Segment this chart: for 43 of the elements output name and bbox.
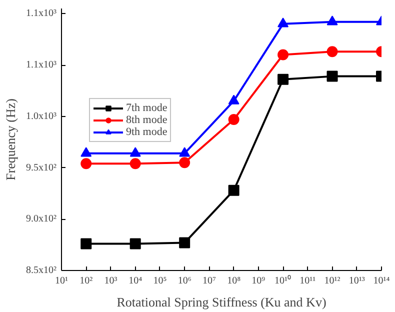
x-tick-label: 10¹² <box>324 276 340 286</box>
x-tick-label: 10¹³ <box>348 276 365 286</box>
point <box>80 238 92 250</box>
point <box>278 49 289 60</box>
y-tick-label: 1.1x10³ <box>26 60 56 71</box>
x-axis-title: Rotational Spring Stiffness (Ku and Kv) <box>116 294 326 310</box>
point <box>326 16 338 26</box>
x-tick-label: 10⁴ <box>128 276 143 286</box>
point <box>179 157 190 168</box>
legend-label: 8th mode <box>126 114 168 126</box>
x-tick-label: 10¹¹ <box>300 276 316 286</box>
y-axis-title: Frequency (Hz) <box>3 98 18 180</box>
point <box>130 158 141 170</box>
point <box>228 184 240 196</box>
point <box>80 147 92 157</box>
x-tick-label: 10¹⁴ <box>373 276 390 286</box>
x-tick-label: 10¹⁰ <box>274 274 292 286</box>
y-tick-label: 1.1x10³ <box>26 8 56 20</box>
x-tick-label: 10² <box>80 276 93 286</box>
y-tick-label: 9.0x10² <box>26 214 56 225</box>
y-tick-label: 8.5x10² <box>26 265 56 276</box>
x-tick-label: 10⁵ <box>153 276 167 286</box>
point <box>326 46 338 58</box>
legend-label: 9th mode <box>126 126 168 138</box>
point <box>179 237 190 248</box>
point <box>278 18 289 28</box>
x-tick-label: 10⁹ <box>252 276 266 286</box>
point <box>228 114 240 125</box>
x-tick-label: 10⁸ <box>227 276 242 286</box>
point <box>130 147 141 157</box>
point <box>228 94 240 104</box>
x-tick-label: 10⁷ <box>202 276 216 286</box>
point <box>278 74 289 85</box>
x-tick-label: 10⁶ <box>178 276 192 286</box>
point <box>80 158 92 170</box>
legend-label: 7th mode <box>126 102 168 114</box>
y-tick-label: 1.0x10³ <box>26 110 56 122</box>
x-tick-label: 10¹ <box>55 276 68 286</box>
y-tick-label: 9.5x10² <box>26 162 56 174</box>
point <box>130 238 141 250</box>
point <box>179 147 190 157</box>
point <box>326 70 338 82</box>
x-tick-label: 10³ <box>104 276 118 286</box>
